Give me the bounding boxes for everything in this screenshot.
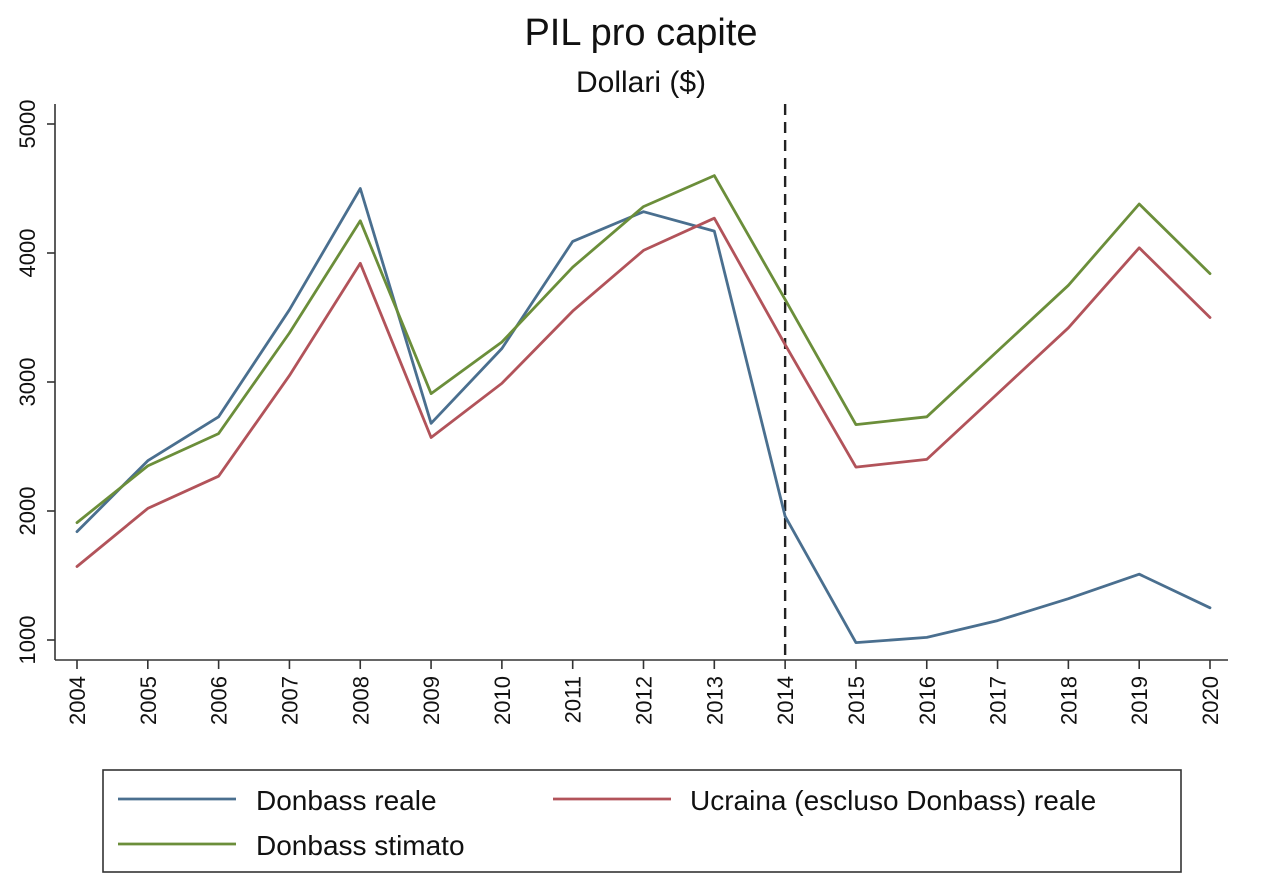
y-tick-label: 3000 bbox=[15, 358, 40, 407]
y-tick-label: 5000 bbox=[15, 100, 40, 149]
x-tick-label: 2012 bbox=[632, 676, 657, 725]
x-tick-label: 2004 bbox=[65, 676, 90, 725]
x-tick-label: 2007 bbox=[277, 676, 302, 725]
x-tick-label: 2009 bbox=[419, 676, 444, 725]
x-tick-label: 2015 bbox=[844, 676, 869, 725]
x-tick-label: 2006 bbox=[207, 676, 232, 725]
chart-subtitle: Dollari ($) bbox=[576, 66, 706, 99]
x-tick-label: 2011 bbox=[561, 676, 586, 723]
y-axis: 1000 2000 3000 4000 5000 bbox=[15, 100, 56, 665]
legend-label-2: Donbass stimato bbox=[256, 830, 465, 861]
series-layer bbox=[75, 174, 1212, 644]
series-line-0 bbox=[75, 187, 1212, 644]
y-tick-label: 4000 bbox=[15, 229, 40, 278]
x-tick-label: 2008 bbox=[348, 676, 373, 725]
x-axis: 2004 2005 2006 2007 2008 2009 2010 2011 2012 2013… bbox=[55, 659, 1228, 725]
legend-box bbox=[102, 769, 1182, 873]
chart-title: PIL pro capite bbox=[524, 12, 757, 54]
series-line-1 bbox=[75, 216, 1212, 568]
y-tick-label: 1000 bbox=[15, 616, 40, 665]
x-tick-label: 2017 bbox=[986, 676, 1011, 725]
legend-label-1: Ucraina (escluso Donbass) reale bbox=[690, 785, 1096, 816]
x-tick-label: 2018 bbox=[1056, 676, 1081, 725]
x-tick-label: 2016 bbox=[915, 676, 940, 725]
x-tick-label: 2013 bbox=[702, 676, 727, 725]
y-tick-label: 2000 bbox=[15, 487, 40, 536]
x-tick-label: 2014 bbox=[773, 676, 798, 725]
legend: Donbass reale Ucraina (escluso Donbass) r… bbox=[102, 769, 1182, 873]
x-tick-label: 2019 bbox=[1127, 676, 1152, 725]
legend-label-0: Donbass reale bbox=[256, 785, 437, 816]
x-tick-label: 2010 bbox=[490, 676, 515, 725]
x-tick-label: 2005 bbox=[136, 676, 161, 725]
series-line-2 bbox=[75, 174, 1212, 524]
x-tick-label: 2020 bbox=[1198, 676, 1223, 725]
